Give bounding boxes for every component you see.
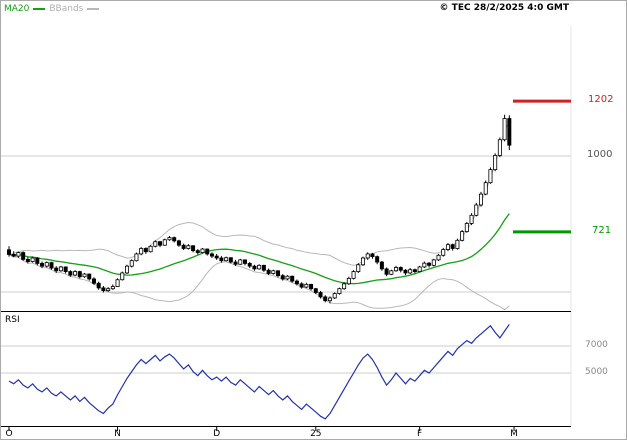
price-gridline-label: 1000	[587, 149, 613, 160]
x-axis-label-O: O	[5, 429, 13, 439]
indicator-legend: MA20 BBands	[4, 4, 100, 14]
rsi-panel-label: RSI	[5, 315, 20, 325]
ma20-line-swatch-icon	[33, 8, 46, 10]
x-axis-label-N: N	[114, 429, 121, 439]
bbands-legend-label: BBands	[49, 4, 84, 14]
bbands-line-swatch-icon	[87, 8, 100, 10]
x-axis-label-M: M	[510, 429, 518, 439]
x-axis-label-D: D	[213, 429, 221, 439]
x-axis-label-F: F	[417, 429, 423, 439]
rsi-gridline-50-label: 5000	[585, 367, 608, 377]
x-axis-label-25: 25	[310, 429, 322, 439]
x-axis-month-labels: O N D 25 F M	[1, 429, 571, 439]
copyright-timestamp: © TEC 28/2/2025 4:0 GMT	[439, 3, 569, 13]
ma20-legend-label: MA20	[4, 4, 30, 14]
resistance-level-label: 1202	[588, 94, 614, 105]
support-level-label: 721	[592, 225, 612, 236]
rsi-gridline-70-label: 7000	[585, 340, 608, 350]
